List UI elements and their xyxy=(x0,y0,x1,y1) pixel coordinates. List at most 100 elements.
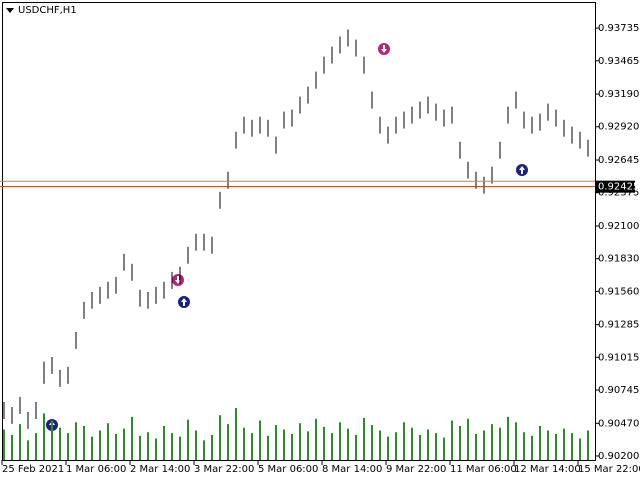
volume-bar xyxy=(403,422,405,460)
volume-bar xyxy=(139,435,141,460)
sell-arrow xyxy=(378,43,390,55)
volume-bar xyxy=(27,440,29,460)
y-tick-label: 0.92645 xyxy=(598,155,639,166)
menu-triangle[interactable] xyxy=(6,8,14,13)
chart-title: USDCHF,H1 xyxy=(18,5,77,16)
volume-bar xyxy=(395,432,397,460)
x-tick-label: 5 Mar 06:00 xyxy=(258,464,318,475)
volume-bar xyxy=(555,434,557,460)
volume-bar xyxy=(419,434,421,460)
volume-bar xyxy=(467,418,469,460)
volume-bar xyxy=(531,435,533,460)
volume-bar xyxy=(99,430,101,460)
volume-bar xyxy=(203,440,205,460)
bid-label: 0.92425 xyxy=(598,182,639,193)
volume-bar xyxy=(107,423,109,460)
volume-bar xyxy=(35,433,37,460)
volume-bar xyxy=(459,425,461,460)
y-tick-label: 0.91560 xyxy=(598,286,639,297)
volume-bar xyxy=(427,429,429,460)
volume-bar xyxy=(379,430,381,460)
volume-bar xyxy=(283,429,285,460)
volume-bar xyxy=(547,430,549,460)
volume-bar xyxy=(499,427,501,460)
volume-bar xyxy=(171,433,173,460)
volume-bar xyxy=(11,434,13,460)
y-tick-label: 0.93735 xyxy=(598,23,639,34)
volume-bar xyxy=(259,420,261,460)
volume-bar xyxy=(43,413,45,460)
volume-bar xyxy=(195,430,197,460)
volume-bar xyxy=(475,434,477,460)
volume-bar xyxy=(579,438,581,460)
x-tick-label: 12 Mar 14:00 xyxy=(514,464,581,475)
volume-bar xyxy=(91,436,93,460)
volume-bar xyxy=(155,438,157,460)
volume-bar xyxy=(59,427,61,460)
volume-bar xyxy=(411,427,413,460)
volume-bar xyxy=(507,416,509,460)
x-tick-label: 11 Mar 06:00 xyxy=(450,464,517,475)
volume-bar xyxy=(315,418,317,460)
volume-bar xyxy=(83,425,85,460)
volume-bar xyxy=(19,424,21,460)
volume-bar xyxy=(539,425,541,460)
volume-bar xyxy=(387,436,389,460)
volume-bar xyxy=(131,416,133,460)
volume-bar xyxy=(451,420,453,460)
y-tick-label: 0.92920 xyxy=(598,122,639,133)
bid-label-box xyxy=(595,180,635,193)
y-tick-label: 0.93190 xyxy=(598,89,639,100)
volume-bar xyxy=(211,434,213,460)
volume-bar xyxy=(323,426,325,460)
y-tick-label: 0.92100 xyxy=(598,221,639,232)
signal-arrows xyxy=(46,43,528,431)
x-tick-label: 3 Mar 22:00 xyxy=(194,464,254,475)
volume-bar xyxy=(299,423,301,460)
volume-bar xyxy=(187,419,189,460)
volume-bar xyxy=(523,432,525,460)
y-tick-label: 0.91285 xyxy=(598,320,639,331)
volume-bar xyxy=(491,424,493,460)
y-tick-label: 0.90200 xyxy=(598,451,639,462)
y-tick-label: 0.90745 xyxy=(598,385,639,396)
volume-bar xyxy=(363,417,365,460)
volume-bar xyxy=(243,427,245,460)
volume-bar xyxy=(339,422,341,460)
volume-bar xyxy=(355,434,357,460)
volume-bar xyxy=(235,408,237,460)
volume-bar xyxy=(75,422,77,460)
volume-bar xyxy=(163,425,165,460)
volume-bar xyxy=(227,424,229,460)
volume-bar xyxy=(67,433,69,460)
volume-bar xyxy=(587,430,589,460)
volume-bar xyxy=(51,420,53,460)
volume-bar xyxy=(267,435,269,460)
volume-bar xyxy=(571,433,573,460)
buy-arrow xyxy=(516,164,528,176)
volume-bar xyxy=(347,428,349,460)
volume-bar xyxy=(483,430,485,460)
y-tick-label: 0.91830 xyxy=(598,254,639,265)
volume-bar xyxy=(123,428,125,460)
volume-bar xyxy=(251,433,253,460)
x-tick-label: 9 Mar 22:00 xyxy=(386,464,446,475)
y-tick-label: 0.90470 xyxy=(598,418,639,429)
volume-bar xyxy=(291,434,293,460)
x-tick-label: 25 Feb 2021 xyxy=(2,464,64,475)
x-tick-label: 15 Mar 22:00 xyxy=(578,464,640,475)
x-tick-label: 8 Mar 14:00 xyxy=(322,464,382,475)
volume-bar xyxy=(371,425,373,460)
sell-arrow xyxy=(172,274,184,286)
volume-bar xyxy=(515,422,517,460)
y-tick-label: 0.91015 xyxy=(598,352,639,363)
volume-bar xyxy=(307,431,309,460)
volume-bar xyxy=(275,425,277,460)
volume-bar xyxy=(115,434,117,460)
volume-bar xyxy=(331,433,333,460)
buy-arrow xyxy=(178,296,190,308)
plot-frame xyxy=(2,2,596,461)
volume-bar xyxy=(563,428,565,460)
volume-bar xyxy=(443,437,445,460)
